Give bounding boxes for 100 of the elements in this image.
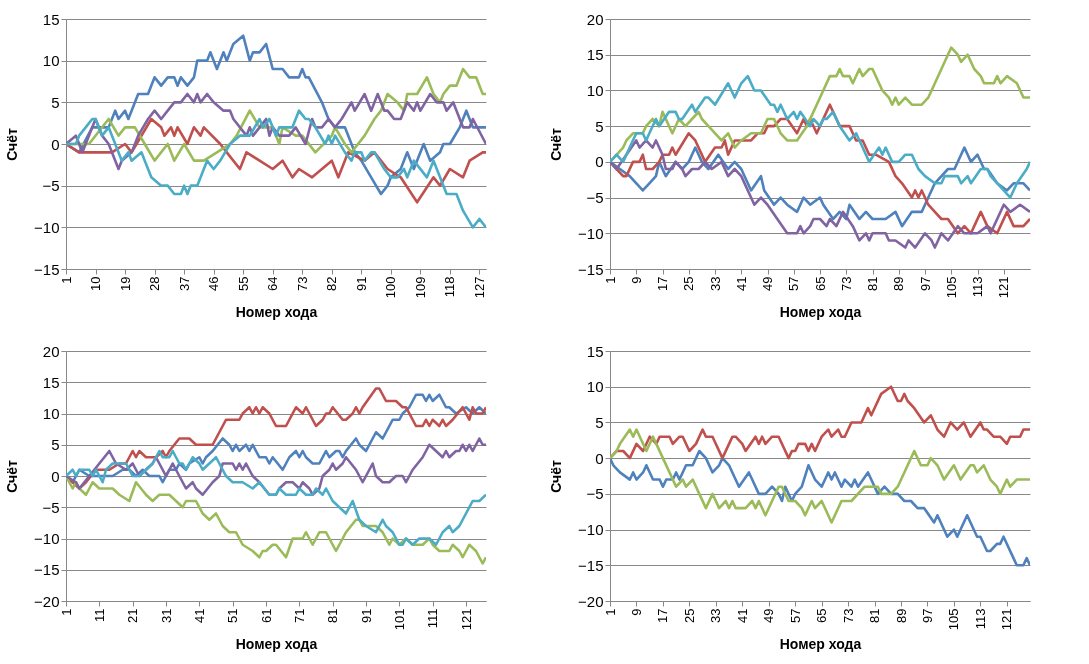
x-tick-label: 81 [325, 608, 341, 623]
x-tick-label: 81 [865, 276, 880, 291]
x-tick-label: 113 [970, 276, 985, 298]
x-tick-label: 64 [265, 276, 281, 291]
x-tick-label: 113 [972, 608, 988, 630]
x-axis-title: Номер хода [779, 636, 862, 653]
y-tick-label: 15 [586, 342, 604, 360]
x-tick-label: 25 [681, 276, 697, 291]
x-tick-label: 1 [58, 276, 74, 284]
y-tick-label: −5 [42, 498, 60, 516]
x-tick-label: 10 [88, 276, 104, 291]
x-tick-label: 89 [891, 276, 907, 291]
x-tick-label: 127 [471, 276, 487, 299]
x-tick-label: 73 [840, 608, 856, 623]
x-tick-label: 65 [814, 608, 830, 623]
x-tick-label: 57 [787, 608, 803, 623]
x-axis-title: Номер хода [779, 304, 862, 321]
x-tick-label: 91 [353, 276, 369, 291]
x-tick-label: 109 [412, 276, 428, 299]
x-tick-label: 28 [147, 276, 163, 291]
x-tick-label: 71 [291, 608, 307, 623]
x-tick-label: 31 [158, 608, 174, 623]
y-tick-label: −15 [34, 260, 60, 278]
y-tick-label: 15 [42, 373, 60, 391]
x-tick-label: 97 [919, 608, 935, 623]
x-tick-label: 17 [655, 608, 671, 623]
x-tick-label: 49 [761, 608, 777, 623]
x-tick-label: 65 [812, 276, 828, 291]
y-tick-label: −15 [578, 556, 604, 574]
x-tick-label: 55 [235, 276, 251, 291]
x-tick-label: 46 [206, 276, 222, 291]
y-tick-label: 15 [42, 10, 60, 28]
y-tick-label: 0 [595, 449, 604, 467]
y-tick-label: −15 [578, 260, 604, 278]
x-tick-label: 100 [383, 276, 399, 299]
x-tick-label: 101 [391, 608, 407, 631]
y-tick-label: 5 [51, 436, 60, 454]
x-tick-label: 17 [655, 276, 670, 291]
x-tick-label: 1 [602, 608, 618, 616]
x-tick-label: 105 [943, 276, 959, 299]
y-tick-label: −20 [34, 592, 60, 610]
x-tick-label: 91 [358, 608, 374, 623]
y-tick-label: 0 [51, 467, 60, 485]
y-tick-label: 20 [586, 10, 604, 28]
y-axis-title: Счёт [4, 128, 21, 161]
x-tick-label: 41 [734, 608, 750, 623]
x-tick-label: 81 [867, 608, 883, 623]
x-tick-label: 9 [628, 276, 644, 284]
x-tick-label: 37 [176, 276, 192, 291]
x-tick-label: 9 [628, 608, 644, 616]
y-tick-label: 5 [595, 413, 604, 431]
y-tick-label: 15 [586, 46, 604, 64]
x-tick-label: 105 [946, 608, 962, 631]
y-tick-label: 10 [42, 405, 60, 422]
x-tick-label: 33 [708, 608, 724, 623]
y-tick-label: −10 [578, 521, 604, 539]
x-tick-label: 25 [681, 608, 697, 623]
x-tick-label: 111 [425, 608, 441, 629]
y-tick-label: −10 [578, 224, 604, 242]
y-tick-label: −5 [586, 485, 604, 503]
x-tick-label: 61 [258, 608, 274, 623]
y-tick-label: −10 [34, 218, 60, 236]
y-tick-label: 10 [586, 81, 604, 99]
x-tick-label: 57 [786, 276, 802, 291]
x-axis-title: Номер хода [235, 304, 318, 321]
x-tick-label: 19 [117, 276, 133, 291]
x-tick-label: 1 [58, 608, 74, 616]
x-tick-label: 73 [838, 276, 854, 291]
y-tick-label: 10 [586, 378, 604, 396]
y-tick-label: −5 [586, 189, 604, 207]
x-tick-label: 118 [442, 276, 458, 298]
y-axis-title: Счёт [548, 128, 565, 161]
x-tick-label: 121 [996, 276, 1012, 299]
y-axis-title: Счёт [548, 460, 565, 493]
y-tick-label: −10 [34, 530, 60, 547]
y-tick-label: −5 [42, 177, 60, 195]
x-tick-label: 51 [225, 608, 241, 623]
y-tick-label: 5 [51, 93, 60, 111]
y-tick-label: −20 [578, 592, 604, 610]
x-tick-label: 33 [707, 276, 723, 291]
x-tick-label: 41 [191, 608, 207, 623]
x-axis-title: Номер хода [235, 636, 318, 653]
y-tick-label: 0 [51, 135, 60, 153]
y-tick-label: 0 [595, 153, 604, 171]
x-tick-label: 89 [893, 608, 909, 623]
x-tick-label: 121 [458, 608, 474, 631]
y-tick-label: 20 [42, 342, 60, 360]
x-tick-label: 82 [324, 276, 340, 291]
x-tick-label: 41 [733, 276, 749, 291]
y-axis-title: Счёт [4, 460, 21, 493]
y-tick-label: −15 [34, 561, 60, 579]
x-tick-label: 21 [125, 608, 141, 623]
y-tick-label: 10 [42, 52, 60, 70]
x-tick-label: 1 [602, 276, 618, 284]
x-tick-label: 97 [917, 276, 933, 291]
x-tick-label: 11 [91, 608, 107, 622]
y-tick-label: 5 [595, 117, 604, 135]
x-tick-label: 73 [294, 276, 310, 291]
x-tick-label: 49 [760, 276, 775, 291]
x-tick-label: 121 [999, 608, 1015, 631]
